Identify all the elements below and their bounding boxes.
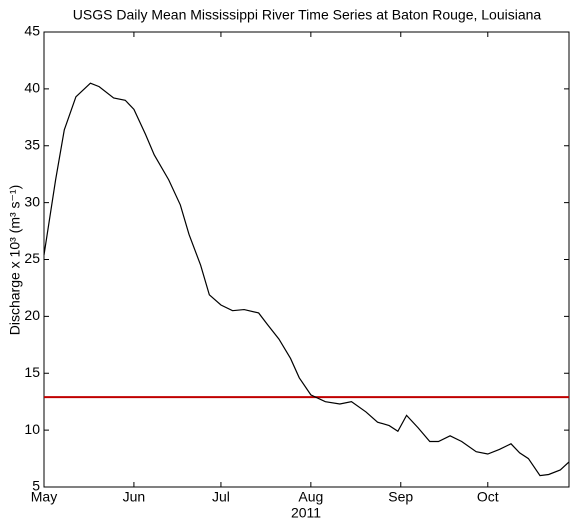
- x-tick-label: May: [31, 489, 57, 505]
- y-tick-label: 5: [32, 478, 40, 494]
- y-tick-label: 40: [24, 80, 40, 96]
- data-line: [43, 82, 570, 477]
- x-tick-label: Aug: [298, 489, 323, 505]
- x-axis-label: 2011: [291, 505, 321, 521]
- y-tick-label: 30: [24, 193, 40, 209]
- x-tick-label: Jun: [123, 489, 146, 505]
- chart-title: USGS Daily Mean Mississippi River Time S…: [73, 7, 542, 23]
- x-tick-label: Jul: [212, 489, 230, 505]
- y-tick-label: 10: [24, 421, 40, 437]
- y-tick-label: 15: [24, 364, 40, 380]
- y-tick-label: 25: [24, 250, 40, 266]
- y-axis-label: Discharge x 10³ (m³ s⁻¹): [7, 185, 23, 336]
- x-tick-label: Oct: [477, 489, 499, 505]
- y-tick-label: 20: [24, 307, 40, 323]
- y-tick-label: 35: [24, 136, 40, 152]
- y-tick-label: 45: [24, 23, 40, 39]
- x-tick-label: Sep: [388, 489, 413, 505]
